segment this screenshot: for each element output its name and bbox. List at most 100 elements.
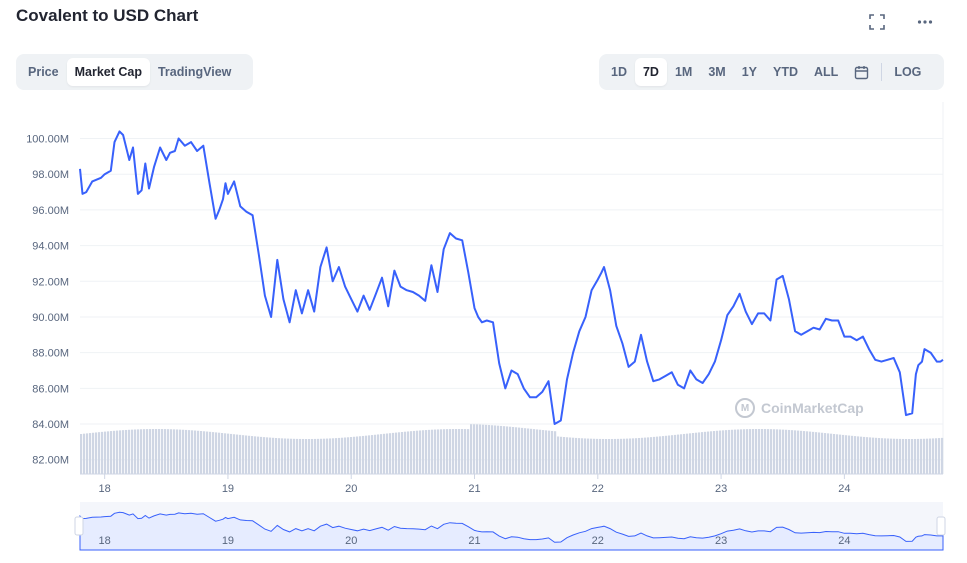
volume-bar: [521, 427, 524, 474]
volume-bar: [215, 432, 218, 474]
volume-bar: [821, 432, 824, 474]
volume-bar: [119, 430, 122, 474]
volume-bar: [179, 429, 182, 474]
volume-bar: [587, 438, 590, 474]
range-1y[interactable]: 1Y: [741, 65, 758, 79]
volume-bar: [383, 433, 386, 474]
volume-bar: [932, 438, 935, 474]
range-1m[interactable]: 1M: [674, 65, 693, 79]
volume-bar: [305, 438, 308, 474]
range-ytd[interactable]: YTD: [773, 65, 799, 79]
volume-bar: [227, 433, 230, 474]
volume-bar: [260, 436, 263, 474]
volume-bar: [95, 432, 98, 474]
volume-bar: [734, 429, 737, 474]
y-tick-label: 96.00M: [32, 205, 69, 217]
coinmarketcap-logo-icon: M: [735, 398, 755, 418]
range-1d[interactable]: 1D: [611, 65, 627, 79]
range-all[interactable]: ALL: [814, 65, 839, 79]
tab-market-cap[interactable]: Market Cap: [66, 58, 150, 86]
volume-bar: [458, 429, 461, 474]
volume-bar: [302, 438, 305, 474]
navigator-right-handle[interactable]: [936, 516, 946, 536]
time-range-tabs: 1D 7D 1M 3M 1Y YTD ALL LOG: [599, 54, 944, 90]
volume-bar: [671, 435, 674, 474]
volume-bar: [230, 433, 233, 474]
volume-bar: [755, 429, 758, 474]
calendar-button[interactable]: [846, 58, 877, 86]
volume-bar: [578, 438, 581, 474]
volume-bar: [275, 437, 278, 474]
volume-bar: [455, 429, 458, 474]
volume-bar: [320, 438, 323, 474]
volume-bar: [641, 437, 644, 474]
volume-bar: [890, 438, 893, 474]
volume-bar: [740, 429, 743, 474]
volume-bar: [527, 428, 530, 474]
volume-bar: [653, 436, 656, 474]
volume-bar: [416, 430, 419, 474]
volume-bar: [728, 429, 731, 474]
volume-bar: [800, 430, 803, 474]
fullscreen-icon[interactable]: [865, 10, 889, 34]
volume-bar: [938, 438, 941, 474]
volume-bar: [692, 433, 695, 474]
more-icon[interactable]: [913, 10, 937, 34]
volume-bar: [101, 431, 104, 474]
volume-bar: [530, 428, 533, 474]
tab-price[interactable]: Price: [28, 65, 59, 79]
volume-bar: [593, 438, 596, 474]
volume-bar: [137, 429, 140, 474]
y-tick-label: 86.00M: [32, 383, 69, 395]
volume-bar: [758, 429, 761, 474]
volume-bar: [626, 438, 629, 474]
range-7d[interactable]: 7D: [634, 58, 667, 86]
volume-bar: [647, 437, 650, 474]
volume-bar: [629, 438, 632, 474]
volume-bar: [635, 438, 638, 474]
volume-bar: [92, 432, 95, 474]
navigator-area: [79, 511, 944, 551]
volume-bar: [377, 434, 380, 474]
volume-bar: [620, 438, 623, 474]
volume-bar: [536, 429, 539, 474]
volume-bar: [308, 438, 311, 474]
navigator-left-handle[interactable]: [74, 516, 84, 536]
volume-bar: [617, 438, 620, 474]
volume-bar: [599, 438, 602, 474]
volume-bar: [701, 432, 704, 474]
volume-bar: [446, 429, 449, 474]
volume-bar: [290, 438, 293, 474]
volume-bar: [149, 429, 152, 474]
tab-tradingview[interactable]: TradingView: [157, 65, 232, 79]
volume-bar: [176, 429, 179, 474]
volume-bar: [254, 436, 257, 474]
volume-bar: [524, 428, 527, 474]
volume-bar: [878, 438, 881, 474]
volume-bar: [533, 429, 536, 474]
volume-bar: [857, 436, 860, 474]
volume-bar: [923, 438, 926, 474]
log-scale-button[interactable]: LOG: [894, 65, 922, 79]
volume-bar: [833, 433, 836, 474]
volume-bar: [266, 437, 269, 474]
volume-bar: [746, 429, 749, 474]
volume-bar: [611, 438, 614, 474]
volume-bar: [368, 435, 371, 474]
volume-bar: [854, 436, 857, 474]
volume-bar: [389, 433, 392, 474]
range-3m[interactable]: 3M: [708, 65, 726, 79]
calendar-icon: [855, 65, 869, 79]
volume-bar: [557, 436, 560, 474]
page-title: Covalent to USD Chart: [16, 6, 199, 25]
volume-bar: [146, 429, 149, 474]
volume-bar: [317, 438, 320, 474]
volume-bar: [698, 432, 701, 474]
volume-bar: [656, 436, 659, 474]
volume-bar: [164, 429, 167, 474]
y-tick-label: 82.00M: [32, 455, 69, 467]
volume-bar: [713, 431, 716, 474]
volume-bar: [545, 430, 548, 474]
coinmarketcap-watermark: M CoinMarketCap: [735, 398, 864, 418]
